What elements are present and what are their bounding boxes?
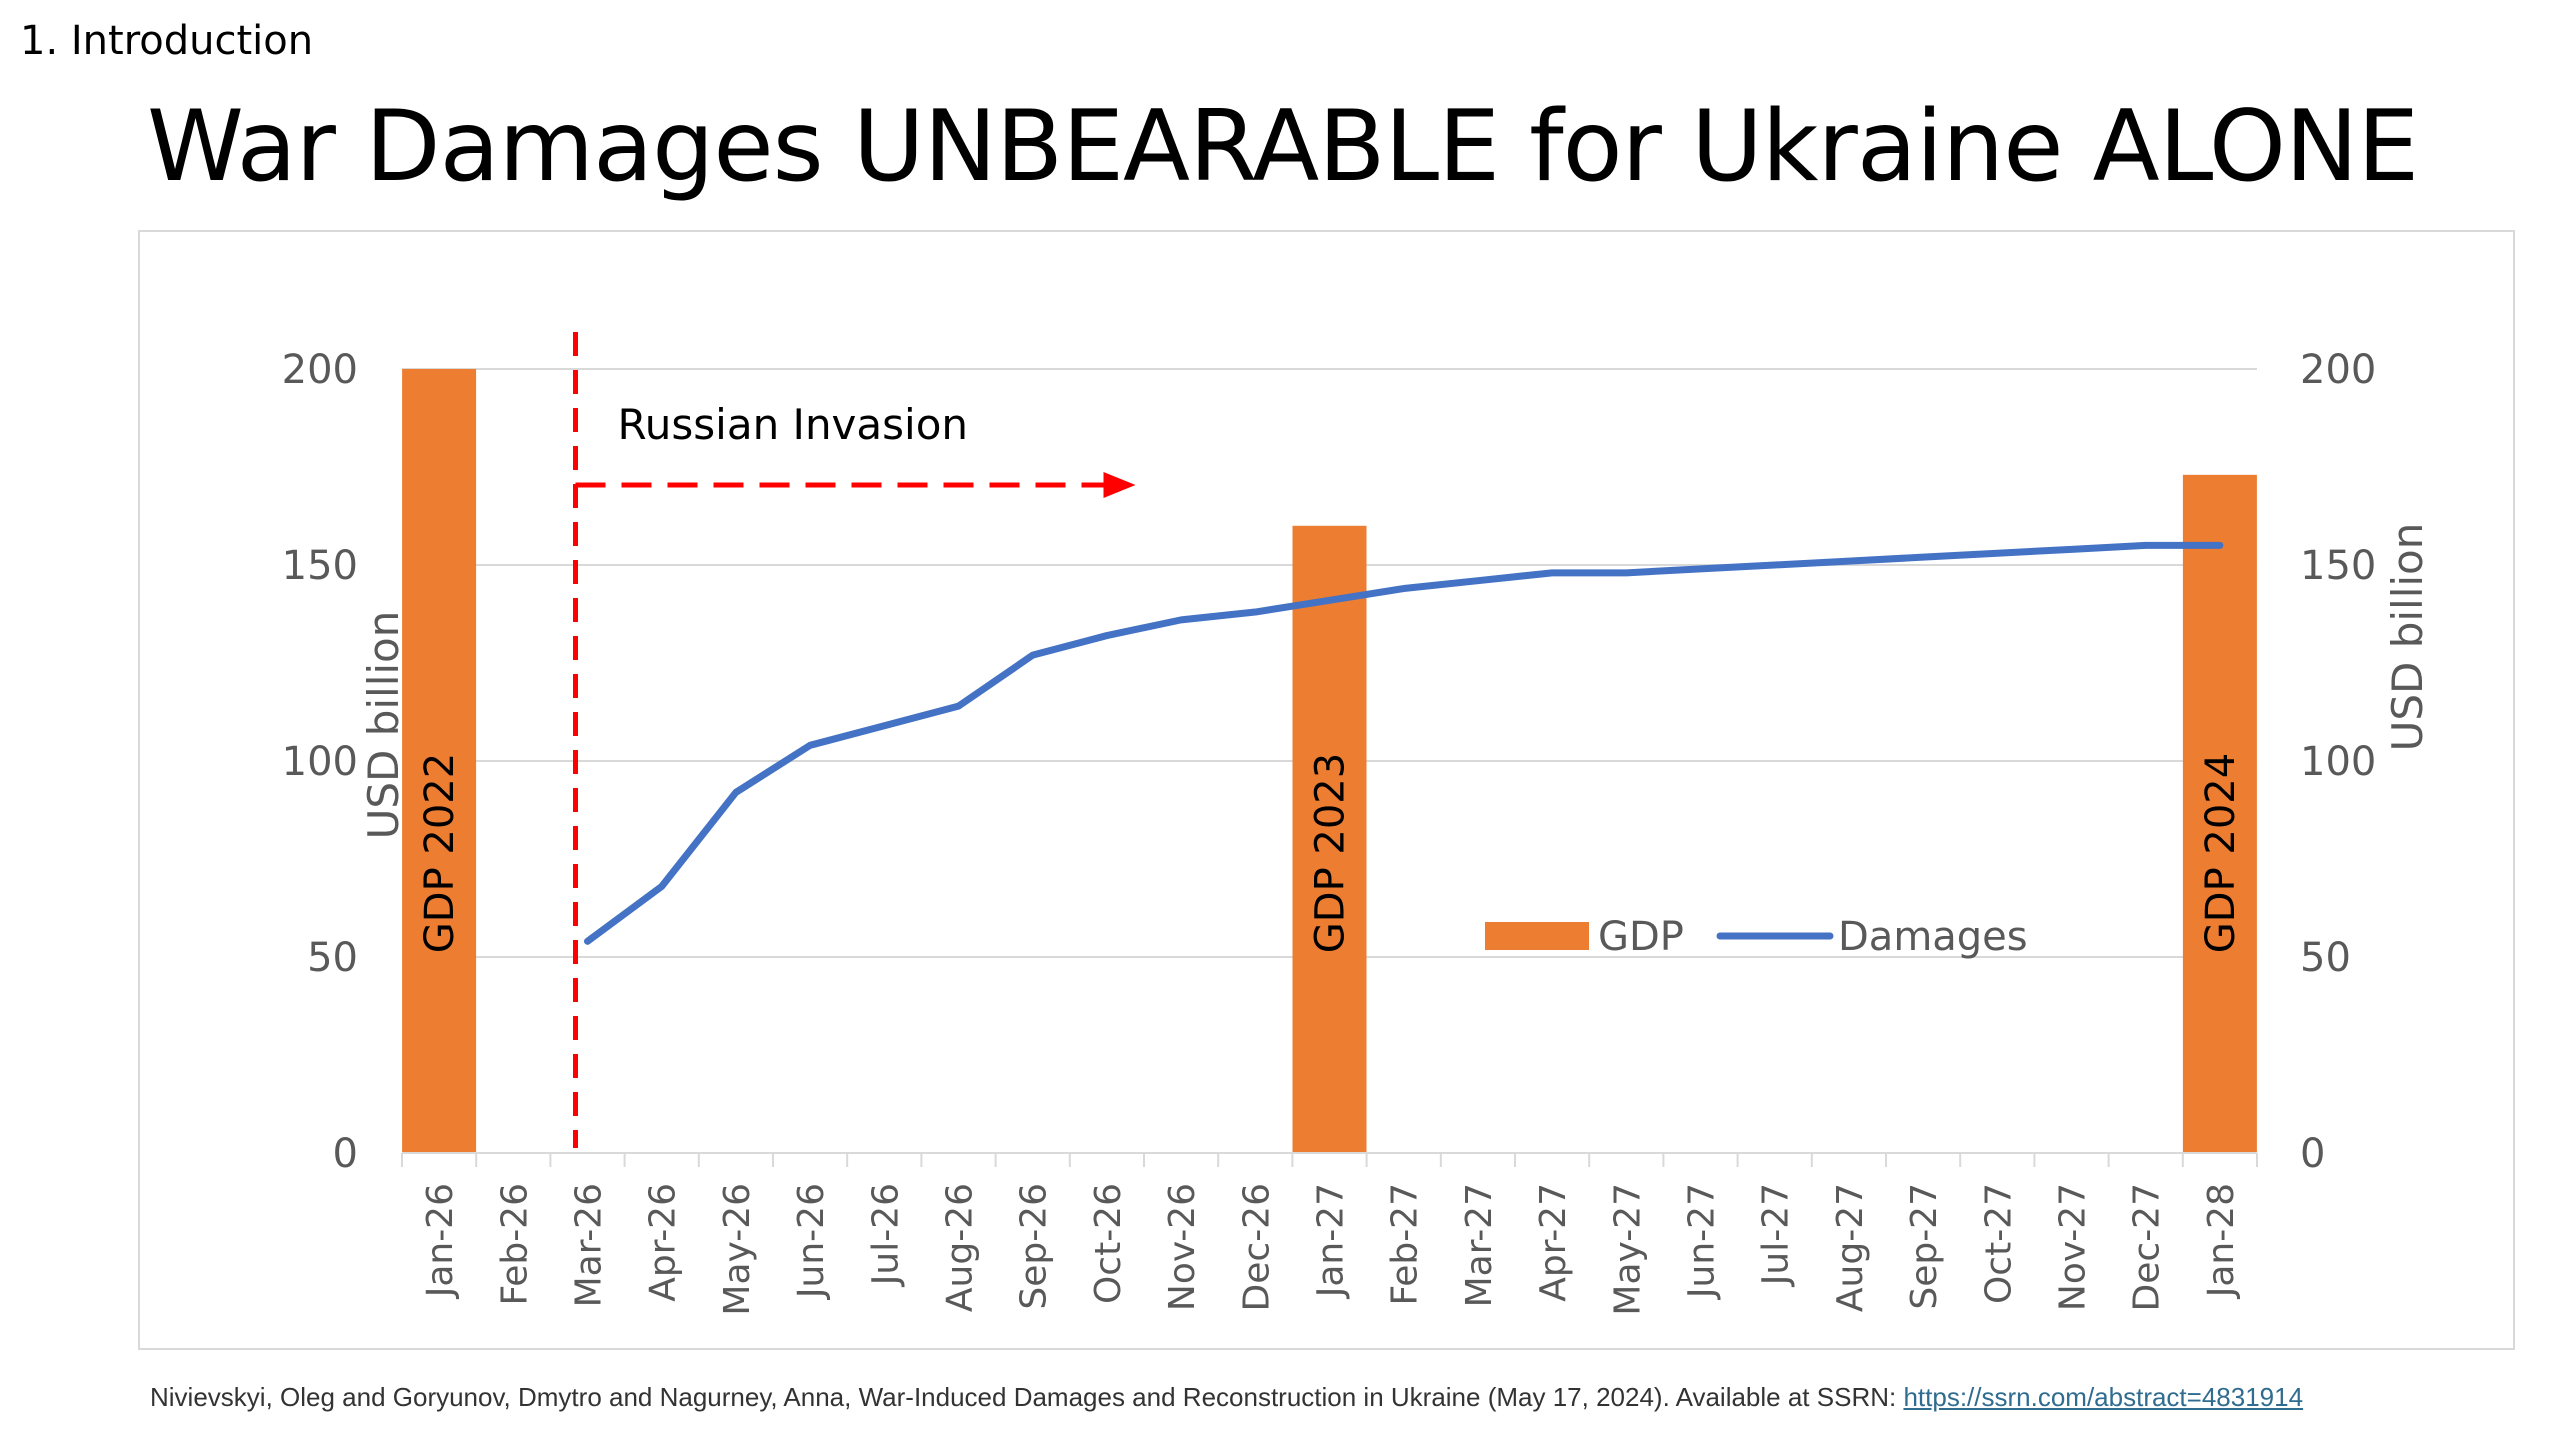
chart-frame: GDP 2022 GDP 2023 GDP 2024 Russian Invasio…	[138, 230, 2515, 1350]
y-axis-title-left: USD billion	[359, 611, 408, 840]
x-tick-label: Oct-26	[1088, 1183, 1129, 1304]
x-tick-label: Oct-27	[1978, 1183, 2019, 1304]
x-tick-label: Nov-27	[2053, 1183, 2094, 1311]
legend-gdp-label: GDP	[1598, 914, 1684, 960]
gdp-bar-label: GDP 2023	[1308, 753, 1354, 953]
legend-damages-label: Damages	[1838, 914, 2028, 960]
x-tick-label: Apr-27	[1533, 1183, 1574, 1302]
x-tick-label: Sep-26	[1014, 1183, 1055, 1310]
y-tick-label-right: 150	[2300, 543, 2376, 589]
x-tick-label: Dec-27	[2127, 1183, 2168, 1311]
y-tick-label-right: 100	[2300, 739, 2376, 785]
damages-line	[584, 541, 2224, 945]
x-tick-label: Jun-27	[1682, 1183, 1723, 1300]
x-tick-label: May-26	[717, 1183, 758, 1316]
gdp-bar	[1292, 525, 1367, 1153]
citation: Nivievskyi, Oleg and Goryunov, Dmytro an…	[150, 1382, 2303, 1413]
x-tick-label: Apr-26	[643, 1183, 684, 1302]
legend-gdp-swatch	[1485, 922, 1589, 950]
gdp-bar	[402, 369, 477, 1153]
y-tick-label-left: 150	[282, 543, 358, 589]
x-tick-label: Mar-27	[1459, 1183, 1500, 1307]
x-tick-label: Jan-26	[420, 1183, 461, 1299]
invasion-label: Russian Invasion	[618, 400, 969, 449]
x-tick-label: Feb-26	[494, 1183, 535, 1306]
y-tick-label-right: 200	[2300, 347, 2376, 393]
y-axis-title-right: USD billion	[2383, 523, 2432, 752]
x-tick-label: Jan-27	[1311, 1183, 1352, 1299]
y-tick-label-left: 0	[333, 1131, 358, 1177]
y-tick-label-right: 0	[2300, 1131, 2325, 1177]
gdp-bar-label: GDP 2022	[417, 753, 463, 953]
x-tick-label: Mar-26	[569, 1183, 610, 1307]
invasion-arrow-head	[1103, 472, 1136, 498]
gdp-bar	[2182, 474, 2257, 1154]
y-tick-label-left: 200	[282, 347, 358, 393]
x-tick-label: Feb-27	[1385, 1183, 1426, 1306]
x-tick-label: Aug-27	[1830, 1183, 1871, 1312]
x-tick-label: Jun-26	[791, 1183, 832, 1300]
x-tick-label: May-27	[1607, 1183, 1648, 1316]
x-tick-label: Aug-26	[940, 1183, 981, 1312]
x-tick-label: Jan-28	[2201, 1183, 2242, 1299]
y-tick-label-left: 50	[307, 935, 358, 981]
citation-link[interactable]: https://ssrn.com/abstract=4831914	[1903, 1382, 2304, 1412]
x-tick-label: Dec-26	[1236, 1183, 1277, 1311]
slide-title: War Damages UNBEARABLE for Ukraine ALONE	[147, 90, 2419, 204]
citation-text: Nivievskyi, Oleg and Goryunov, Dmytro an…	[150, 1382, 1904, 1412]
chart: GDP 2022 GDP 2023 GDP 2024 Russian Invasio…	[282, 332, 2432, 1316]
x-tick-label: Jul-27	[1756, 1183, 1797, 1287]
y-tick-label-left: 100	[282, 739, 358, 785]
x-tick-label: Jul-26	[865, 1183, 906, 1287]
gdp-bar-label: GDP 2024	[2198, 753, 2244, 953]
section-label: 1. Introduction	[20, 18, 314, 64]
y-tick-label-right: 50	[2300, 935, 2351, 981]
x-tick-label: Nov-26	[1162, 1183, 1203, 1311]
x-tick-label: Sep-27	[1904, 1183, 1945, 1310]
